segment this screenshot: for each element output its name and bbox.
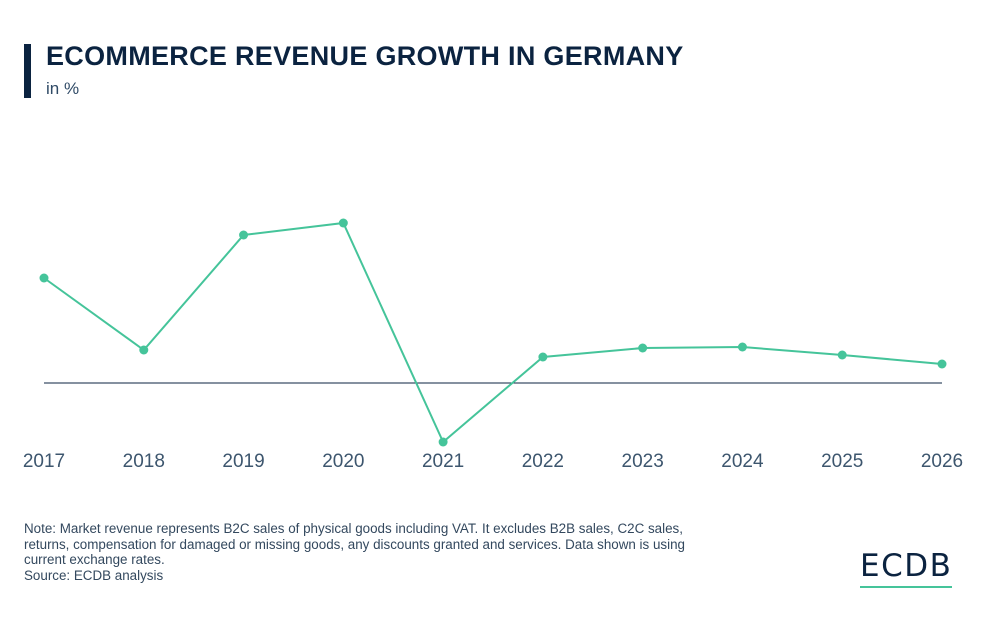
note-line-3: current exchange rates. <box>24 552 165 568</box>
data-point-2021 <box>438 437 448 447</box>
data-point-2024 <box>737 342 747 352</box>
x-axis-ticks: 2017 2018 2019 2020 2021 2022 2023 2024 2025 2026 <box>23 451 963 472</box>
data-point-2023 <box>638 343 648 353</box>
data-point-2022 <box>538 352 548 362</box>
note-line-1: Note: Market revenue represents B2C sale… <box>24 521 683 536</box>
x-tick-label-2025: 2025 <box>821 451 863 472</box>
data-point-2026 <box>937 359 947 369</box>
title-accent-bar <box>24 44 31 98</box>
x-tick-label-2020: 2020 <box>322 451 364 472</box>
chart-title: ECOMMERCE REVENUE GROWTH IN GERMANY <box>46 41 684 71</box>
x-tick-label-2023: 2023 <box>622 451 664 472</box>
x-tick-label-2017: 2017 <box>23 451 65 472</box>
series-line <box>43 221 943 444</box>
x-tick-label-2018: 2018 <box>123 451 165 472</box>
note-line-2: returns, compensation for damaged or mis… <box>24 536 685 552</box>
data-point-2020 <box>338 218 348 228</box>
line-chart: 2017 2018 2019 2020 2021 2022 2023 2024 2025 2026 <box>23 218 963 472</box>
logo-underline <box>860 586 952 588</box>
chart-subtitle: in % <box>46 79 80 98</box>
data-point-2018 <box>139 345 149 355</box>
footnote: Note: Market revenue represents B2C sale… <box>24 521 784 584</box>
data-point-2025 <box>837 350 847 360</box>
source-line: Source: ECDB analysis <box>24 568 164 584</box>
x-tick-label-2021: 2021 <box>422 451 464 472</box>
data-point-2017 <box>39 273 49 283</box>
data-point-2019 <box>239 230 249 240</box>
x-tick-label-2019: 2019 <box>222 451 264 472</box>
x-tick-label-2026: 2026 <box>921 451 963 472</box>
ecdb-logo: ECDB <box>860 548 953 584</box>
x-tick-label-2022: 2022 <box>522 451 564 472</box>
x-tick-label-2024: 2024 <box>721 451 764 472</box>
series-layer <box>39 218 947 447</box>
